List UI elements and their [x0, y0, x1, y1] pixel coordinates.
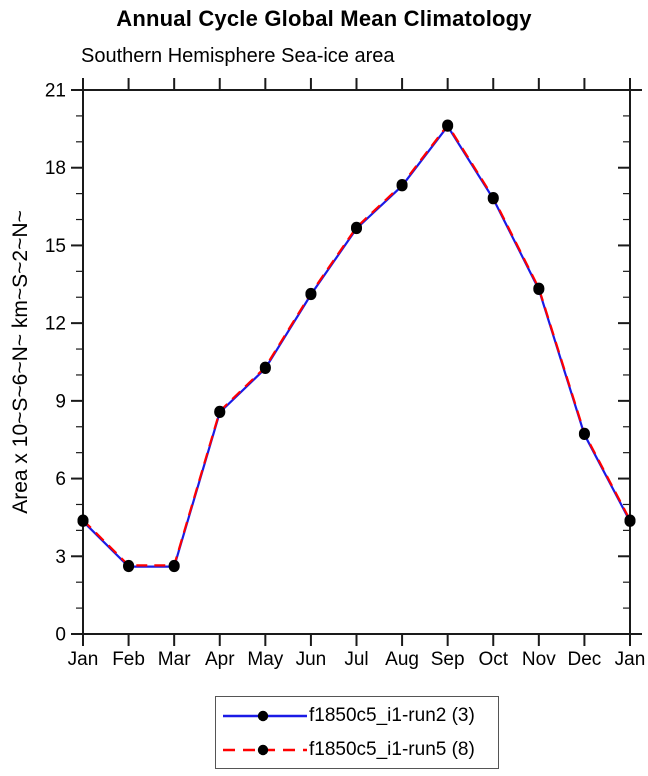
data-point-1 [77, 514, 89, 526]
chart-subtitle: Southern Hemisphere Sea-ice area [81, 45, 395, 67]
x-tick-label: Jul [344, 649, 368, 670]
x-tick-label: Feb [112, 649, 145, 670]
x-tick-label: Oct [478, 649, 508, 670]
legend-label-run5: f1850c5_i1-run5 (8) [309, 739, 475, 760]
x-tick-label: Aug [385, 649, 419, 670]
series-line-1 [82, 123, 631, 567]
legend-item-run2: f1850c5_i1-run2 (3) [216, 699, 498, 733]
x-tick-label: May [247, 649, 283, 670]
y-axis-label: Area x 10~S~6~N~ km~S~2~N~ [9, 210, 32, 514]
legend-sample-marker [257, 744, 269, 755]
data-point-1 [214, 405, 226, 417]
x-tick-label: Dec [568, 649, 602, 670]
data-point-1 [305, 287, 317, 299]
legend-sample-marker [257, 710, 269, 721]
x-tick-label: Jan [68, 649, 99, 670]
data-point-1 [351, 221, 362, 233]
data-point-1 [487, 192, 499, 204]
x-tick-label: Jan [615, 649, 646, 670]
x-tick-label: Jun [296, 649, 327, 670]
data-point-1 [259, 361, 271, 373]
y-tick-label: 0 [55, 625, 66, 646]
chart-title: Annual Cycle Global Mean Climatology [116, 6, 532, 31]
y-tick-label: 21 [45, 81, 66, 102]
x-tick-label: Nov [522, 649, 556, 670]
legend: f1850c5_i1-run2 (3) f1850c5_i1-run5 (8) [215, 696, 499, 769]
data-point-1 [396, 179, 408, 191]
data-point-1 [123, 559, 135, 571]
y-tick-label: 15 [45, 236, 66, 257]
legend-line-dashed-icon [223, 744, 307, 755]
y-tick-label: 3 [55, 547, 66, 568]
data-point-1 [578, 427, 590, 439]
y-tick-label: 12 [45, 314, 66, 335]
y-tick-label: 9 [55, 391, 66, 412]
data-point-1 [442, 119, 454, 131]
y-tick-label: 6 [55, 469, 66, 490]
legend-line-solid-icon [223, 710, 307, 721]
data-point-1 [624, 514, 636, 526]
series-line-0 [82, 124, 631, 568]
data-point-1 [168, 559, 180, 571]
x-tick-label: Mar [158, 649, 191, 670]
y-tick-label: 18 [45, 158, 66, 179]
data-point-1 [533, 282, 545, 294]
x-tick-label: Sep [431, 649, 465, 670]
x-tick-label: Apr [205, 649, 235, 670]
legend-item-run5: f1850c5_i1-run5 (8) [216, 733, 498, 767]
legend-label-run2: f1850c5_i1-run2 (3) [309, 705, 475, 726]
